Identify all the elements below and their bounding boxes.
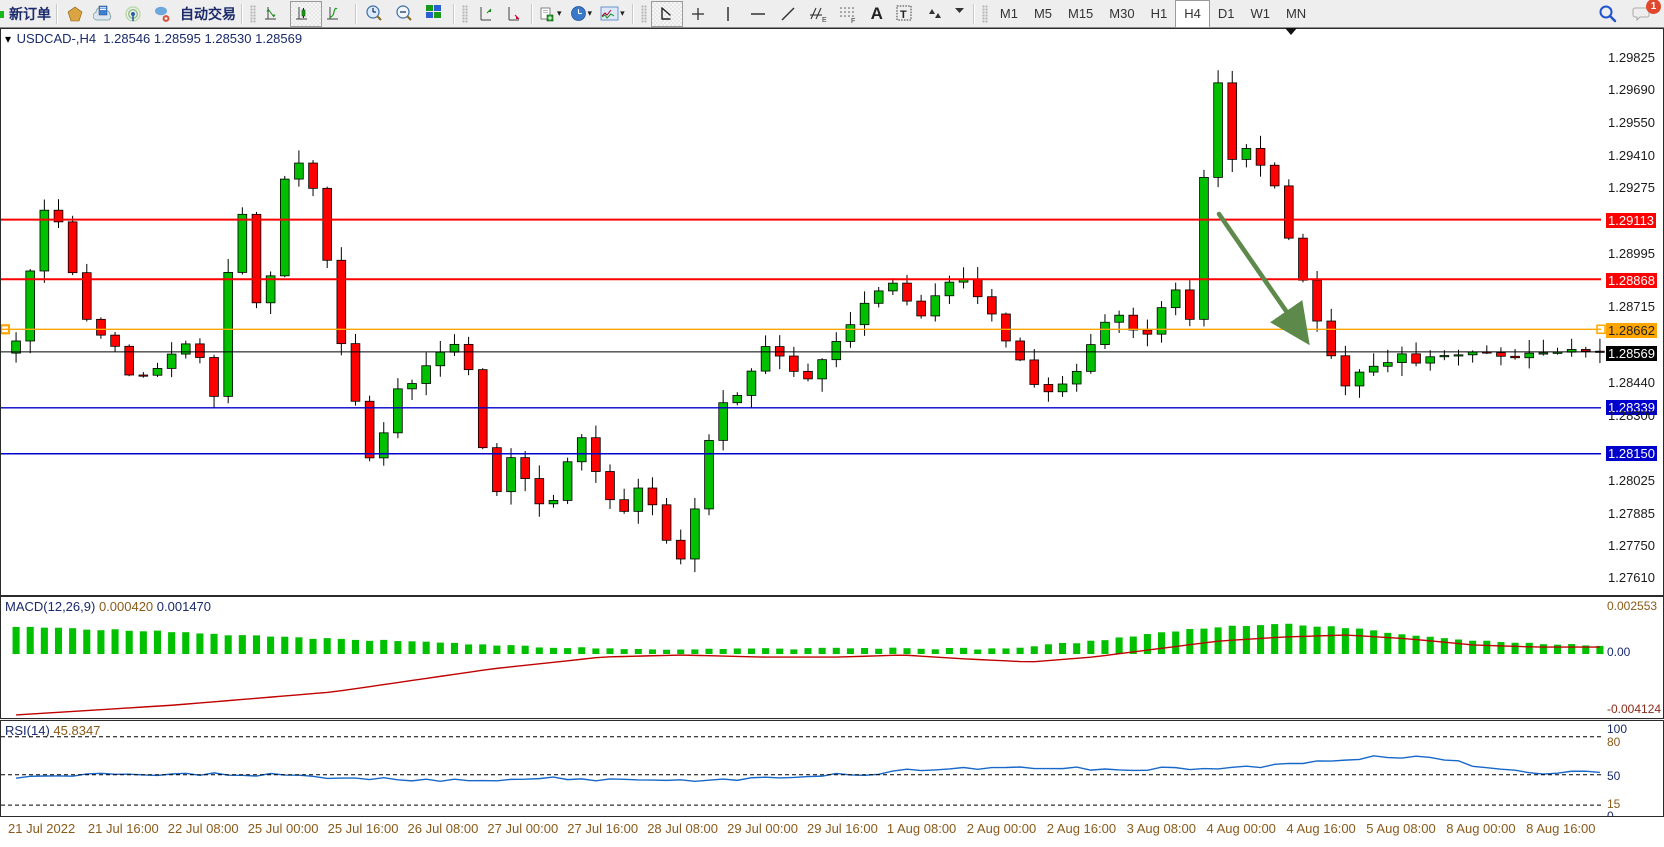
svg-text:T: T [900, 9, 907, 21]
svg-text:E: E [822, 17, 827, 24]
svg-text:F: F [851, 18, 855, 24]
